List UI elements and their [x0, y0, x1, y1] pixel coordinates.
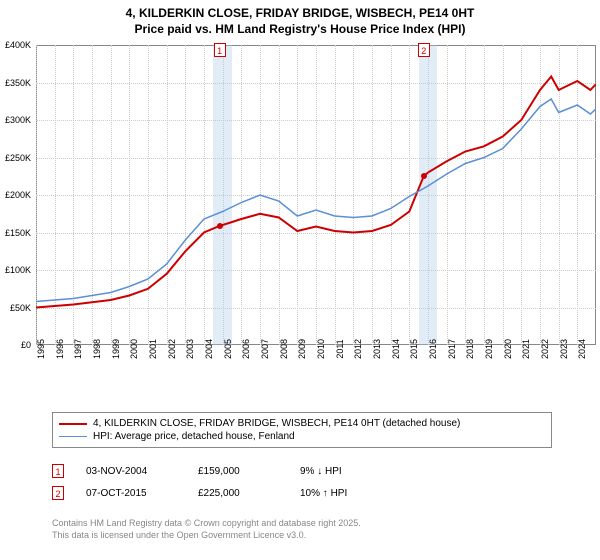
x-tick-label: 2010 [316, 339, 326, 359]
legend-row: 4, KILDERKIN CLOSE, FRIDAY BRIDGE, WISBE… [59, 417, 545, 430]
x-tick-label: 2002 [167, 339, 177, 359]
sale-marker-icon: 1 [52, 464, 64, 478]
footer-line-2: This data is licensed under the Open Gov… [52, 530, 306, 540]
sale-delta: 10% ↑ HPI [300, 488, 390, 499]
y-tick-label: £100K [5, 265, 31, 275]
x-tick-label: 1999 [111, 339, 121, 359]
y-tick-label: £0 [21, 340, 31, 350]
legend-swatch [59, 423, 87, 425]
sale-dot [217, 223, 223, 229]
sale-dot [421, 173, 427, 179]
x-tick-label: 2024 [577, 339, 587, 359]
x-tick-label: 1997 [73, 339, 83, 359]
x-tick-label: 2001 [148, 339, 158, 359]
x-tick-label: 2015 [409, 339, 419, 359]
sale-table: 1 03-NOV-2004 £159,000 9% ↓ HPI 2 07-OCT… [52, 460, 552, 504]
legend-label: 4, KILDERKIN CLOSE, FRIDAY BRIDGE, WISBE… [93, 418, 460, 429]
x-tick-label: 1998 [92, 339, 102, 359]
x-tick-label: 2017 [447, 339, 457, 359]
x-tick-label: 2013 [372, 339, 382, 359]
y-tick-label: £250K [5, 153, 31, 163]
x-tick-label: 2020 [503, 339, 513, 359]
y-tick-label: £150K [5, 228, 31, 238]
x-tick-label: 2016 [428, 339, 438, 359]
x-tick-label: 2012 [353, 339, 363, 359]
x-tick-label: 2021 [521, 339, 531, 359]
x-tick-label: 1995 [36, 339, 46, 359]
chart-area: 12 £0£50K£100K£150K£200K£250K£300K£350K£… [36, 45, 596, 385]
legend-swatch [59, 436, 87, 437]
x-tick-label: 2019 [484, 339, 494, 359]
x-tick-label: 2008 [279, 339, 289, 359]
sale-date: 07-OCT-2015 [86, 488, 176, 499]
legend-row: HPI: Average price, detached house, Fenl… [59, 430, 545, 443]
x-tick-label: 2022 [540, 339, 550, 359]
sale-price: £159,000 [198, 466, 278, 477]
x-tick-label: 1996 [55, 339, 65, 359]
chart-title: 4, KILDERKIN CLOSE, FRIDAY BRIDGE, WISBE… [0, 0, 600, 37]
x-tick-label: 2007 [260, 339, 270, 359]
sale-row: 2 07-OCT-2015 £225,000 10% ↑ HPI [52, 482, 552, 504]
footer-line-1: Contains HM Land Registry data © Crown c… [52, 518, 361, 528]
sale-row: 1 03-NOV-2004 £159,000 9% ↓ HPI [52, 460, 552, 482]
x-tick-label: 2004 [204, 339, 214, 359]
title-line-1: 4, KILDERKIN CLOSE, FRIDAY BRIDGE, WISBE… [126, 6, 475, 20]
legend-label: HPI: Average price, detached house, Fenl… [93, 431, 295, 442]
x-tick-label: 2006 [241, 339, 251, 359]
x-tick-label: 2003 [185, 339, 195, 359]
sale-date: 03-NOV-2004 [86, 466, 176, 477]
chart-marker: 2 [418, 43, 430, 57]
title-line-2: Price paid vs. HM Land Registry's House … [135, 22, 466, 36]
chart-container: 4, KILDERKIN CLOSE, FRIDAY BRIDGE, WISBE… [0, 0, 600, 560]
sale-marker-icon: 2 [52, 486, 64, 500]
footer-attribution: Contains HM Land Registry data © Crown c… [52, 518, 361, 541]
x-tick-label: 2018 [465, 339, 475, 359]
x-tick-label: 2023 [559, 339, 569, 359]
x-tick-label: 2005 [223, 339, 233, 359]
y-tick-label: £200K [5, 190, 31, 200]
chart-marker: 1 [214, 43, 226, 57]
series-price_paid [36, 77, 596, 308]
legend: 4, KILDERKIN CLOSE, FRIDAY BRIDGE, WISBE… [52, 412, 552, 448]
y-tick-label: £350K [5, 78, 31, 88]
sale-delta: 9% ↓ HPI [300, 466, 390, 477]
y-tick-label: £400K [5, 40, 31, 50]
x-tick-label: 2014 [391, 339, 401, 359]
line-series [36, 45, 596, 345]
y-tick-label: £300K [5, 115, 31, 125]
sale-price: £225,000 [198, 488, 278, 499]
x-tick-label: 2011 [335, 340, 345, 359]
y-tick-label: £50K [10, 303, 31, 313]
x-tick-label: 2000 [129, 339, 139, 359]
x-tick-label: 2009 [297, 339, 307, 359]
